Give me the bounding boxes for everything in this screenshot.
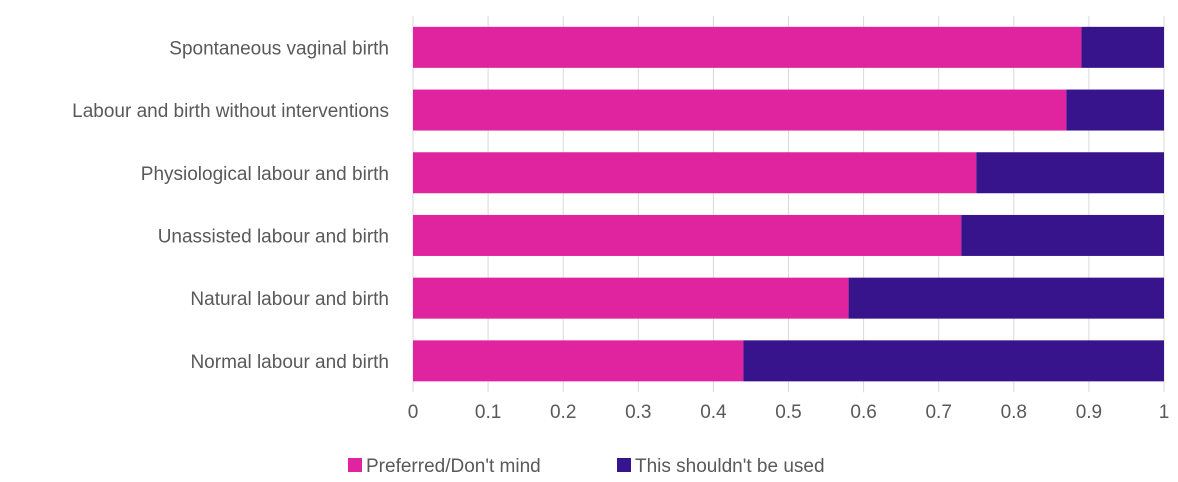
category-label: Labour and birth without interventions — [72, 101, 389, 122]
bar-segment — [1066, 89, 1164, 131]
bar-segment — [961, 214, 1164, 256]
bar-segment — [743, 340, 1164, 382]
x-tick-label: 0.7 — [925, 402, 951, 423]
category-label: Natural labour and birth — [190, 289, 389, 310]
category-label: Unassisted labour and birth — [158, 226, 389, 247]
category-label: Normal labour and birth — [190, 352, 389, 373]
x-tick-label: 0.6 — [850, 402, 876, 423]
bar-segment — [413, 340, 744, 382]
x-tick-label: 0.2 — [550, 402, 576, 423]
bar-segment — [413, 26, 1082, 68]
legend-label: Preferred/Don't mind — [366, 456, 541, 477]
bar-segment — [413, 214, 962, 256]
x-tick-label: 0.3 — [625, 402, 651, 423]
category-label: Spontaneous vaginal birth — [169, 38, 389, 59]
gridlines — [412, 16, 1165, 393]
x-tick-label: 0.4 — [700, 402, 727, 423]
bars — [413, 26, 1164, 382]
bar-segment — [413, 89, 1067, 131]
bar-segment — [413, 277, 849, 319]
x-tick-labels: 0 0.1 0.2 0.3 0.4 0.5 0.6 0.7 0.8 0.9 1 — [408, 402, 1170, 423]
x-tick-label: 1 — [1159, 402, 1170, 423]
category-label: Physiological labour and birth — [141, 164, 389, 185]
legend: Preferred/Don't mind This shouldn't be us… — [348, 456, 825, 477]
x-tick-label: 0.1 — [475, 402, 501, 423]
x-tick-label: 0.9 — [1076, 402, 1102, 423]
bar-segment — [1081, 26, 1164, 68]
x-tick-label: 0.5 — [775, 402, 801, 423]
bar-segment — [976, 152, 1164, 194]
bar-segment — [848, 277, 1164, 319]
x-tick-label: 0 — [408, 402, 419, 423]
x-tick-label: 0.8 — [1001, 402, 1027, 423]
bar-segment — [413, 152, 977, 194]
legend-swatch — [348, 458, 362, 472]
category-labels: Spontaneous vaginal birth Labour and birt… — [72, 38, 389, 373]
legend-label: This shouldn't be used — [635, 456, 825, 477]
legend-swatch — [617, 458, 631, 472]
